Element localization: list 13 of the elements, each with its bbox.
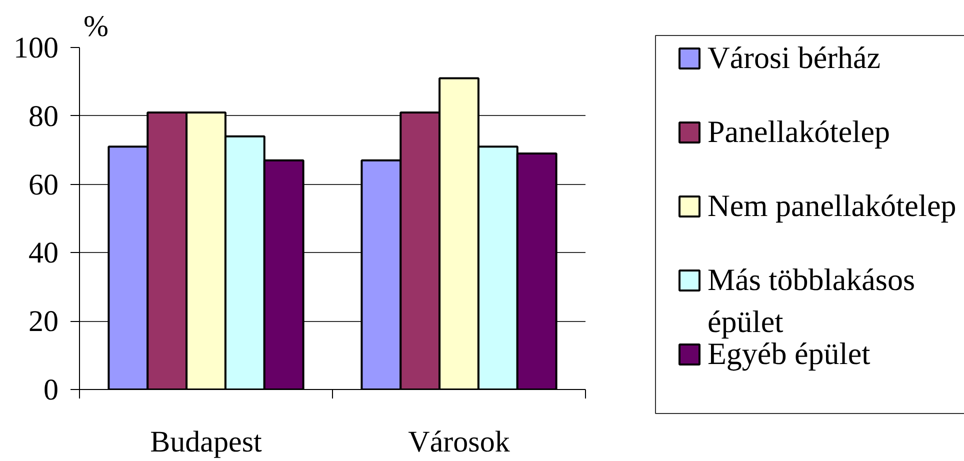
x-tick-label: Városok <box>408 426 510 458</box>
y-tick-label: 0 <box>44 374 58 406</box>
y-tick-label: 100 <box>14 32 58 64</box>
x-tick-label: Budapest <box>150 426 262 458</box>
y-tick-label: 20 <box>28 305 58 338</box>
legend-label: Városi bérház <box>708 40 880 75</box>
y-axis-title: % <box>84 10 108 43</box>
y-tick-label: 60 <box>28 168 58 202</box>
legend-label: Nem panellakótelep <box>708 188 956 223</box>
y-tick-label: 40 <box>28 236 58 270</box>
y-tick-label: 80 <box>28 100 58 133</box>
legend-label: Más többlakásos épület <box>708 262 916 339</box>
legend-label: Panellakótelep <box>708 114 890 149</box>
